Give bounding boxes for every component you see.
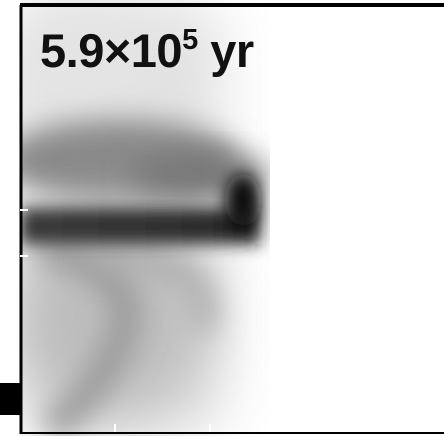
snapshot-panel: 5.9×105 yr <box>0 0 444 436</box>
time-label: 5.9×105 yr <box>40 26 254 74</box>
time-unit: yr <box>210 24 253 77</box>
time-mantissa: 5.9×10 <box>40 24 182 77</box>
time-exponent: 5 <box>182 24 198 56</box>
